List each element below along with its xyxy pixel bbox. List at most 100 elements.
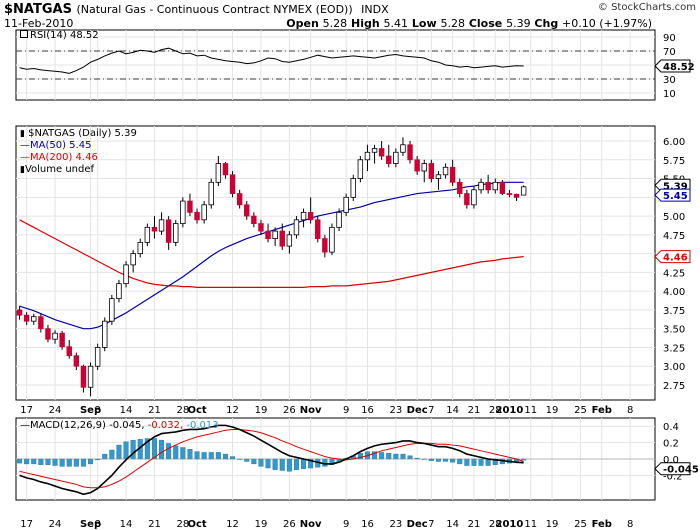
candle bbox=[322, 234, 328, 258]
candle-body-down bbox=[449, 166, 456, 183]
candle-body-up bbox=[400, 144, 406, 153]
candle-body-up bbox=[109, 298, 115, 322]
macd-histogram-bar bbox=[38, 458, 44, 465]
macd-histogram-bar bbox=[24, 458, 30, 465]
macd-tick-label: 0.4 bbox=[663, 422, 679, 433]
macd-histogram-bar bbox=[173, 445, 179, 460]
ohlc-summary: Open 5.28 High 5.41 Low 5.28 Close 5.39 … bbox=[286, 17, 652, 30]
candle-body-up bbox=[343, 196, 349, 213]
candle bbox=[464, 189, 470, 209]
volume-legend-row: ▮Volume undef bbox=[20, 164, 137, 176]
candle-body-down bbox=[45, 328, 51, 340]
macd-tick-label: -0.2 bbox=[663, 471, 683, 482]
price-tick-label: 5.75 bbox=[663, 156, 685, 167]
close-label: Close bbox=[468, 17, 503, 30]
candle-body-down bbox=[222, 163, 229, 176]
macd-histogram-bar bbox=[59, 458, 65, 467]
candle bbox=[421, 159, 427, 183]
candle-body-down bbox=[73, 355, 80, 367]
chart-symbol: $NATGAS (Natural Gas - Continuous Contra… bbox=[4, 2, 389, 17]
candle bbox=[201, 201, 207, 224]
candle bbox=[307, 197, 314, 224]
candle-body-up bbox=[201, 204, 207, 221]
ma50-legend-swatch: — bbox=[20, 140, 30, 151]
candle bbox=[187, 193, 193, 217]
x-axis-date-label: 16 bbox=[361, 519, 374, 530]
x-axis-date-label: 26 bbox=[283, 405, 296, 416]
x-axis-date-label: 14 bbox=[120, 519, 133, 530]
low-value: 5.28 bbox=[440, 17, 465, 30]
candle-body-down bbox=[499, 181, 506, 194]
price-tick-label: 4.00 bbox=[663, 287, 685, 298]
candle-body-up bbox=[329, 226, 335, 253]
x-axis-date-label: Nov bbox=[300, 405, 322, 416]
candle-body-down bbox=[513, 193, 520, 198]
x-axis-date-label: 14 bbox=[446, 405, 459, 416]
candle bbox=[457, 178, 463, 198]
candle bbox=[442, 163, 449, 179]
x-axis-date-label: 7 bbox=[428, 405, 434, 416]
value-tags: 48.52 5.395.45 4.46 -0.045 bbox=[654, 59, 699, 476]
candle-body-down bbox=[485, 181, 491, 191]
candle bbox=[222, 162, 229, 179]
x-axis-date-label: 21 bbox=[148, 405, 161, 416]
x-axis-date-label: 19 bbox=[546, 405, 559, 416]
candle bbox=[265, 223, 271, 243]
candle bbox=[513, 193, 520, 202]
change-label: Chg bbox=[534, 17, 559, 30]
macd-histogram-bar bbox=[201, 452, 207, 460]
candle-body-down bbox=[279, 230, 285, 247]
candle-body-up bbox=[393, 151, 399, 164]
macd-histogram-bar bbox=[293, 458, 299, 470]
x-axis-date-label: 28 bbox=[489, 405, 502, 416]
macd-histogram-bar bbox=[66, 458, 72, 467]
macd-tick-label: 0.0 bbox=[663, 455, 679, 466]
candle-body-down bbox=[151, 226, 158, 232]
symbol-text: $NATGAS bbox=[4, 2, 72, 17]
x-axis-date-label: 2010 bbox=[496, 519, 524, 530]
x-axis-date-label: 9 bbox=[343, 405, 349, 416]
x-axis-date-label: 28 bbox=[489, 519, 502, 530]
rsi-legend: RSI(14) 48.52 bbox=[20, 30, 99, 42]
macd-histogram-bar bbox=[123, 441, 129, 460]
ma50-tag-box bbox=[654, 188, 691, 202]
x-axis-date-label: 23 bbox=[389, 405, 402, 416]
candle bbox=[137, 238, 143, 258]
macd-histogram-bar bbox=[407, 455, 413, 460]
candle-body-down bbox=[315, 219, 321, 240]
candle-body-up bbox=[336, 211, 342, 228]
candle bbox=[194, 208, 200, 224]
x-axis-date-label: 17 bbox=[20, 405, 33, 416]
macd-line bbox=[19, 424, 524, 496]
x-axis-date-label: 8 bbox=[627, 405, 633, 416]
candle-body-up bbox=[300, 211, 307, 221]
macd-histogram-bar bbox=[88, 458, 94, 465]
x-axis-date-label: 8 bbox=[627, 519, 633, 530]
x-axis-date-label: 16 bbox=[361, 405, 374, 416]
macd-legend-swatch: — bbox=[20, 420, 30, 431]
candle bbox=[492, 178, 498, 194]
macd-histogram-bar bbox=[443, 458, 449, 462]
candle-body-down bbox=[265, 230, 271, 240]
candle bbox=[244, 201, 250, 220]
candle bbox=[293, 216, 300, 239]
close-tag-text: 5.39 bbox=[663, 181, 688, 192]
macd-histogram-bar bbox=[102, 453, 108, 460]
x-axis-date-label: Dec bbox=[407, 405, 428, 416]
symbol-description: (Natural Gas - Continuous Contract NYMEX… bbox=[76, 3, 353, 16]
x-axis-date-label: 2010 bbox=[496, 405, 524, 416]
macd-histogram-bar bbox=[301, 458, 307, 470]
rsi-panel bbox=[16, 47, 655, 80]
candle-body-down bbox=[251, 215, 257, 224]
candle-body-up bbox=[421, 163, 427, 172]
candle-body-up bbox=[180, 200, 186, 224]
candle-body-down bbox=[165, 219, 172, 243]
macd-histogram-bar bbox=[130, 439, 136, 460]
candle-body-up bbox=[350, 178, 356, 198]
candle bbox=[73, 352, 80, 370]
x-axis-date-label: 8 bbox=[94, 405, 100, 416]
candle-body-up bbox=[471, 189, 477, 206]
candle bbox=[66, 339, 72, 359]
candle-body-up bbox=[94, 347, 101, 367]
x-axis-date-label: 19 bbox=[546, 519, 559, 530]
